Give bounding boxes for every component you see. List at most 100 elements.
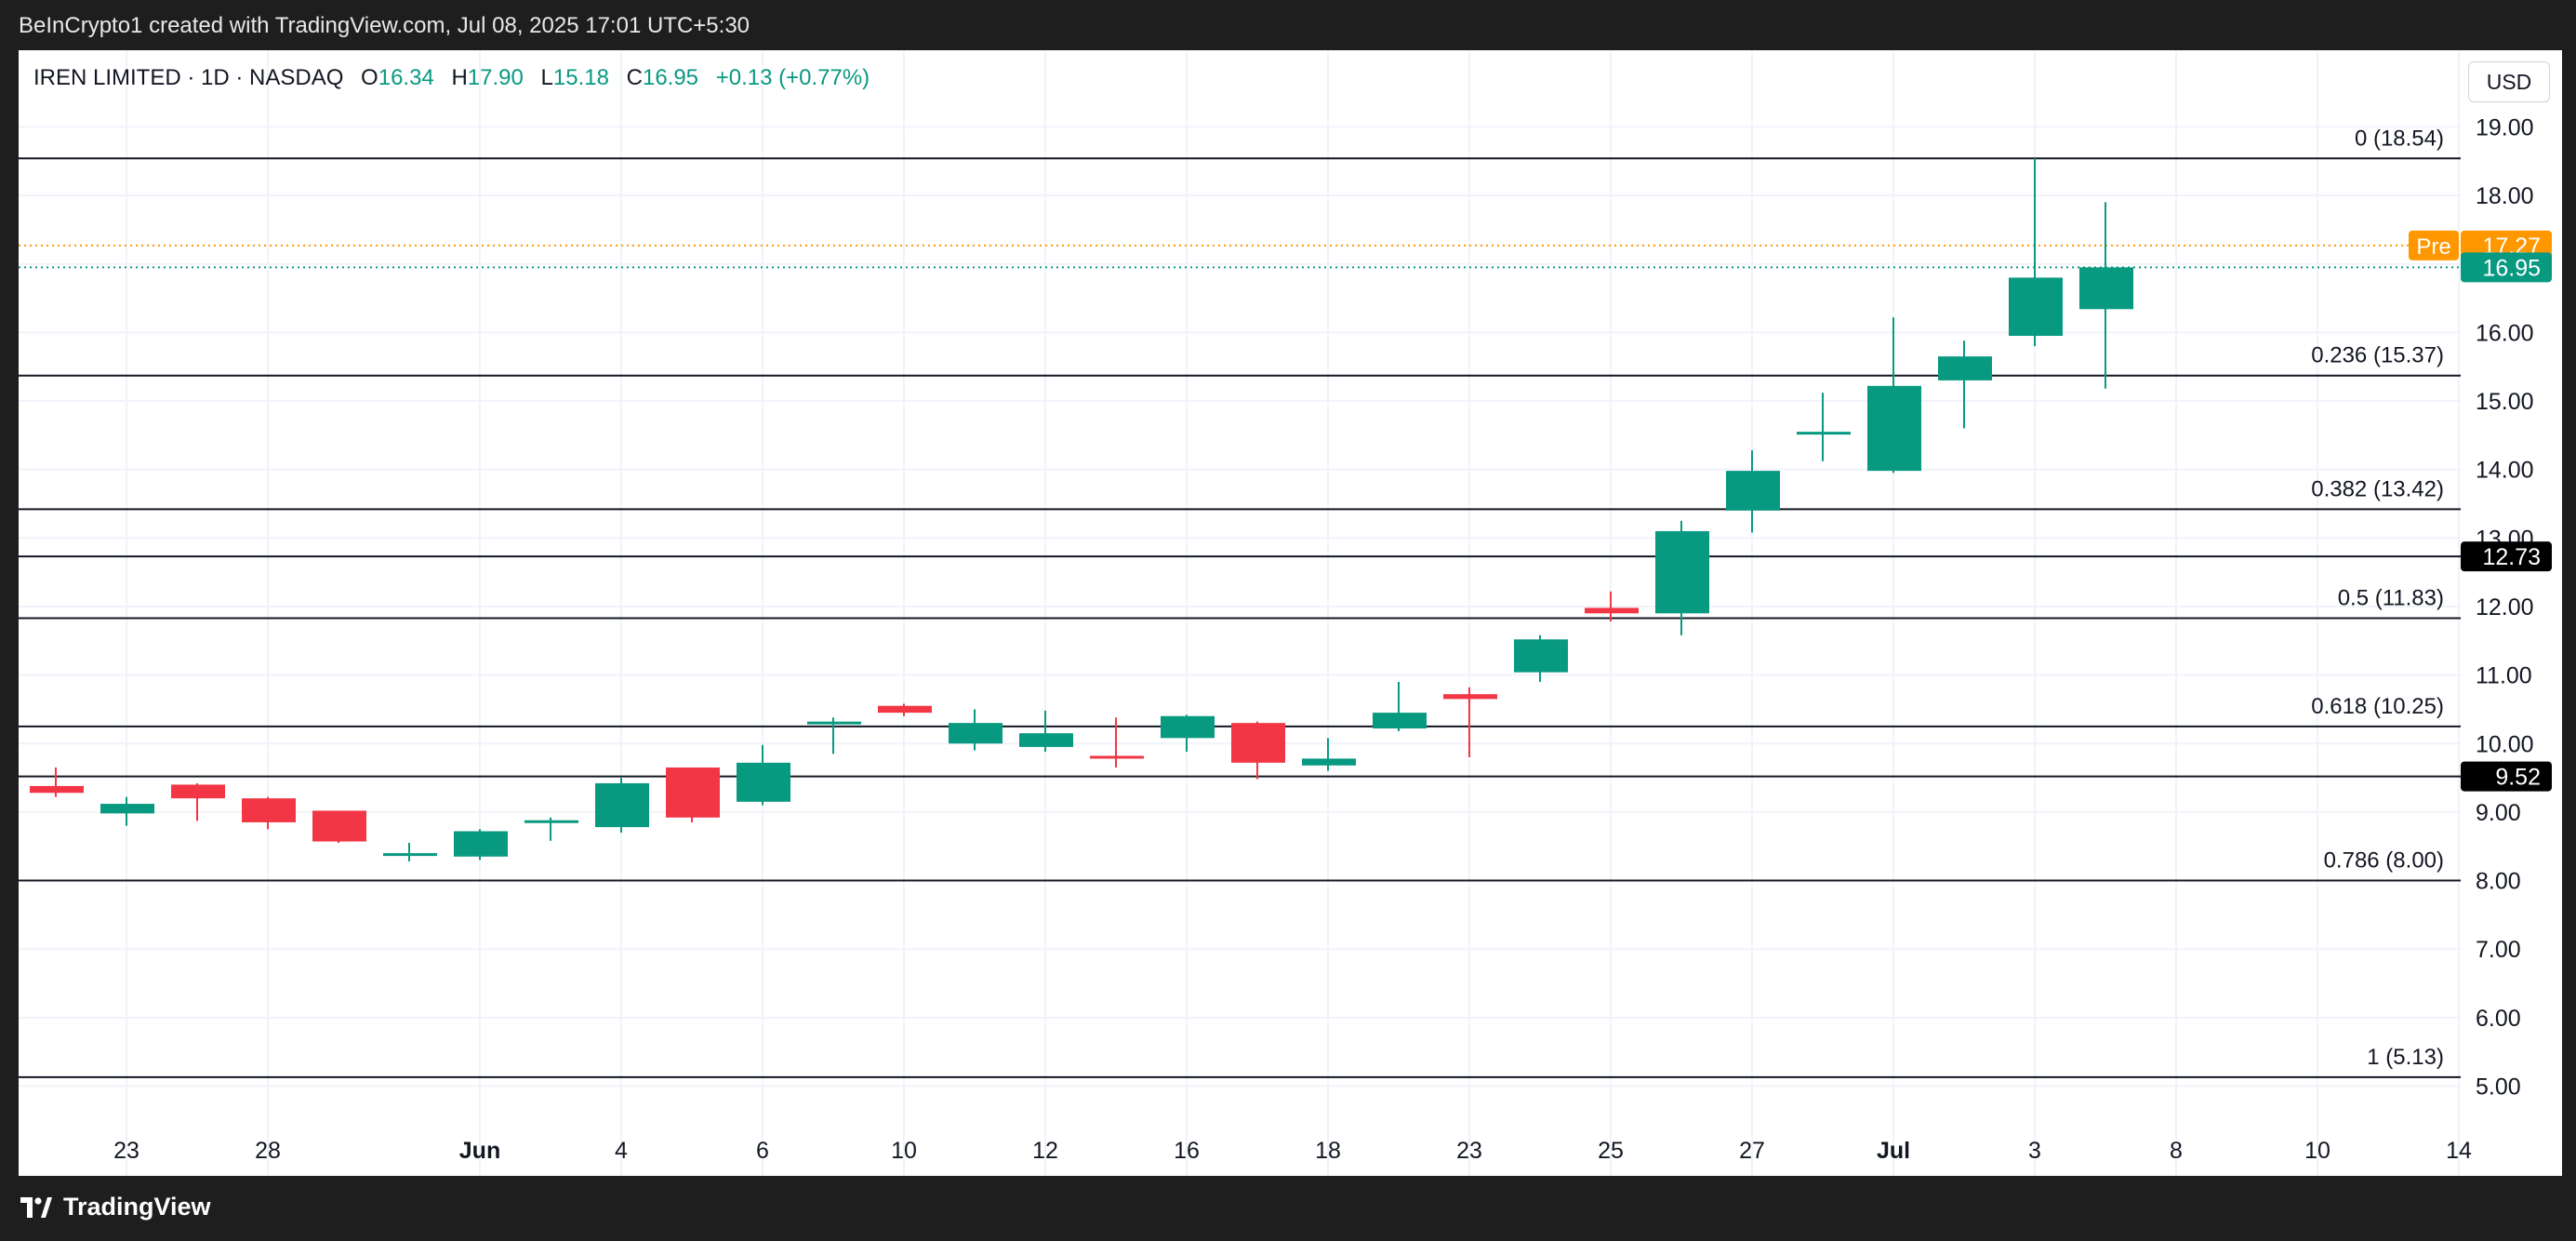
legend-high-value: 17.90 — [467, 65, 524, 90]
candle — [595, 778, 649, 833]
x-tick-label: 10 — [2304, 1138, 2330, 1164]
x-tick-label: 16 — [1174, 1138, 1200, 1164]
legend-close-value: 16.95 — [642, 65, 699, 90]
x-axis: 23 28 Jun 4 6 10 12 16 18 23 25 27 Jul 3 8 10 14 — [113, 1138, 2472, 1164]
candle — [1655, 520, 1709, 635]
y-tick-label: 12.00 — [2476, 594, 2534, 620]
legend-open-value: 16.34 — [378, 65, 434, 90]
candle-body — [1019, 733, 1073, 747]
x-tick-label: 23 — [113, 1138, 139, 1164]
currency-button[interactable]: USD — [2468, 61, 2550, 102]
y-axis: 5.006.007.008.009.0010.0011.0012.0013.00… — [2476, 114, 2534, 1100]
legend-low-label: L — [540, 65, 553, 90]
x-tick-label: 25 — [1598, 1138, 1624, 1164]
y-tick-label: 16.00 — [2476, 320, 2534, 346]
x-tick-label: 23 — [1456, 1138, 1482, 1164]
x-tick-label: Jul — [1877, 1138, 1910, 1164]
candle-body — [1726, 471, 1780, 511]
price-tag-label: 9.52 — [2495, 765, 2541, 791]
candle-body — [524, 820, 578, 823]
y-tick-label: 18.00 — [2476, 183, 2534, 209]
candle-body — [595, 782, 649, 828]
candle — [171, 782, 225, 821]
legend-change: +0.13 (+0.77%) — [715, 65, 870, 90]
price-tag-label: 12.73 — [2482, 544, 2541, 570]
candle-body — [171, 784, 225, 799]
candle-body — [1655, 530, 1709, 614]
legend-close-label: C — [626, 65, 643, 90]
y-tick-label: 7.00 — [2476, 937, 2521, 963]
x-tick-label: 27 — [1739, 1138, 1765, 1164]
fib-label: 0.618 (10.25) — [2311, 694, 2444, 719]
candle — [807, 717, 861, 754]
legend-open-label: O — [361, 65, 378, 90]
candle-body — [807, 721, 861, 725]
y-tick-label: 15.00 — [2476, 389, 2534, 415]
candle-body — [1373, 713, 1427, 729]
credit-text: BeInCrypto1 created with TradingView.com… — [19, 13, 750, 38]
candle — [524, 817, 578, 841]
y-tick-label: 6.00 — [2476, 1006, 2521, 1032]
y-tick-label: 8.00 — [2476, 869, 2521, 895]
legend-high-label: H — [451, 65, 468, 90]
x-tick-label: 28 — [255, 1138, 281, 1164]
y-tick-label: 5.00 — [2476, 1074, 2521, 1101]
y-tick-label: 14.00 — [2476, 458, 2534, 484]
candle — [242, 796, 296, 830]
fib-label: 0.382 (13.42) — [2311, 476, 2444, 501]
candle-body — [242, 798, 296, 822]
symbol-legend: IREN LIMITED · 1D · NASDAQ O16.34 H17.90… — [33, 65, 870, 91]
grid — [19, 50, 2461, 1176]
chart-panel[interactable] — [19, 50, 2562, 1176]
candle — [949, 709, 1003, 751]
last-price-label: 16.95 — [2482, 255, 2541, 281]
fib-label: 1 (5.13) — [2367, 1045, 2444, 1070]
candle-body — [949, 723, 1003, 744]
candle-body — [2079, 267, 2133, 310]
candle-body — [1302, 758, 1356, 766]
price-tag-box — [2461, 761, 2552, 792]
top-bar: BeInCrypto1 created with TradingView.com… — [0, 0, 2576, 50]
candle — [1867, 317, 1921, 474]
candle — [1231, 721, 1285, 780]
candle — [1585, 591, 1639, 622]
candle — [1726, 450, 1780, 533]
y-tick-label: 9.00 — [2476, 800, 2521, 826]
fib-label: 0.5 (11.83) — [2338, 585, 2444, 610]
x-tick-label: 3 — [2028, 1138, 2041, 1164]
candle — [1373, 681, 1427, 731]
candle — [100, 796, 154, 826]
tradingview-brand[interactable]: TradingView — [20, 1193, 211, 1221]
candle-body — [1938, 356, 1992, 380]
candle-body — [2009, 277, 2063, 337]
x-tick-label: 8 — [2170, 1138, 2183, 1164]
x-tick-label: 4 — [615, 1138, 628, 1164]
candle-body — [1867, 385, 1921, 472]
candle-body — [100, 804, 154, 814]
brand-label: TradingView — [63, 1193, 211, 1221]
fib-levels: 0 (18.54) 0.236 (15.37) 0.382 (13.42) 0.5 (… — [19, 126, 2461, 1078]
pre-tag-prefix: Pre — [2416, 234, 2450, 260]
fib-label: 0 (18.54) — [2355, 126, 2444, 151]
fib-label: 0.236 (15.37) — [2311, 343, 2444, 368]
bottom-bar — [0, 1176, 2576, 1241]
x-tick-label: 6 — [756, 1138, 769, 1164]
candle — [1443, 687, 1497, 757]
price-tag-box — [2461, 541, 2552, 572]
x-tick-label: 12 — [1032, 1138, 1058, 1164]
candle — [1514, 634, 1568, 682]
candle — [878, 703, 932, 716]
legend-low-value: 15.18 — [552, 65, 609, 90]
candle — [2009, 158, 2063, 347]
x-tick-label: 18 — [1315, 1138, 1341, 1164]
x-tick-label: Jun — [459, 1138, 500, 1164]
candle — [1797, 393, 1851, 461]
candles — [30, 158, 2133, 861]
y-tick-label: 10.00 — [2476, 731, 2534, 757]
candle-body — [30, 785, 84, 794]
candle — [1019, 710, 1073, 753]
candle — [312, 810, 366, 844]
x-tick-label: 14 — [2446, 1138, 2472, 1164]
candle-body — [1797, 432, 1851, 435]
